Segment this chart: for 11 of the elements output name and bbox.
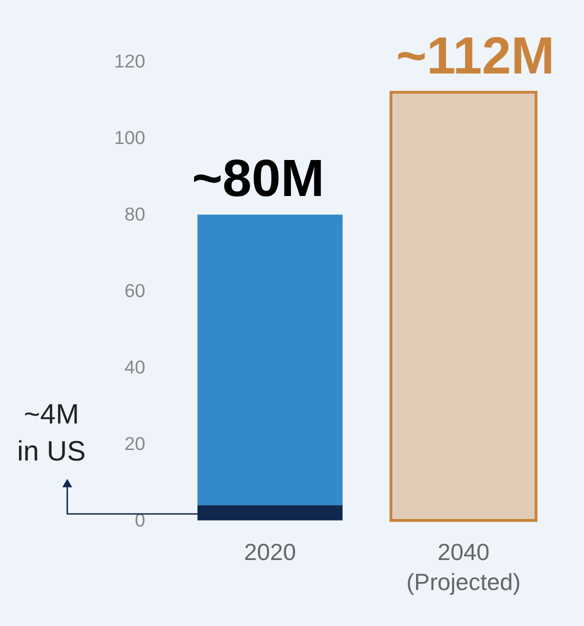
x-tick-label: 2020 [244,539,296,566]
text: ~4M in US [17,398,86,467]
total-label: ~80M [192,150,324,208]
y-tick-label: 120 [114,50,146,72]
y-tick-label: 100 [114,127,146,148]
y-tick-label: 40 [124,356,146,378]
y-tick-label: 60 [124,280,146,302]
y-tick-label: 80 [124,204,146,225]
x-tick-label: 2040 (Projected) [406,539,521,596]
total-label: ~112M [396,28,555,86]
y-tick-label: 20 [124,433,146,454]
